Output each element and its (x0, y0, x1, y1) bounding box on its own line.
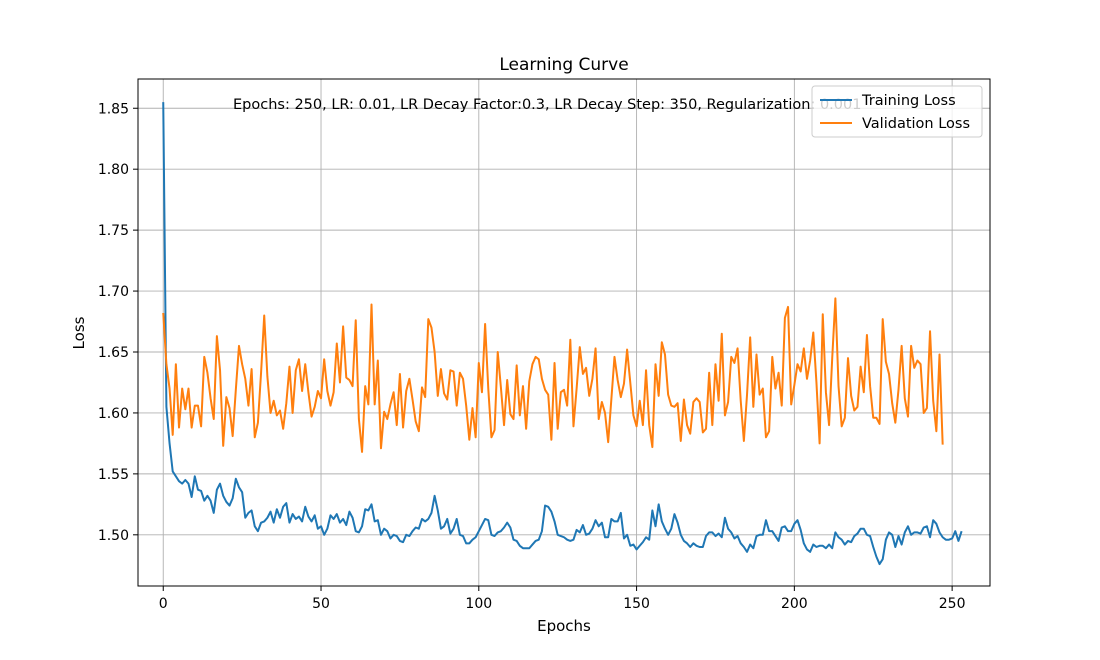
x-axis-label: Epochs (537, 617, 591, 635)
y-tick-label: 1.50 (98, 528, 129, 544)
x-tick-label: 50 (312, 596, 330, 612)
x-tick-label: 0 (159, 596, 168, 612)
x-tick-label: 150 (623, 596, 650, 612)
legend-box (811, 85, 983, 138)
y-tick-label: 1.55 (98, 467, 129, 483)
axis-ticks: 0 50 100 150 200 250 1.50 1.55 1.60 1.65 1.70 1.75 1… (98, 101, 966, 612)
y-tick-label: 1.85 (98, 101, 129, 117)
training-loss-line (162, 102, 963, 566)
plot-frame (137, 78, 991, 587)
y-tick-label: 1.60 (98, 406, 129, 422)
y-axis-label: Loss (70, 316, 88, 349)
y-tick-label: 1.70 (98, 284, 129, 300)
series-lines (162, 102, 963, 566)
x-tick-label: 200 (781, 596, 808, 612)
y-tick-label: 1.80 (98, 162, 129, 178)
legend-label-training-loss: Training Loss (861, 93, 956, 109)
chart-title: Learning Curve (499, 55, 628, 75)
y-tick-label: 1.65 (98, 345, 129, 361)
training-config-annotation: Epochs: 250, LR: 0.01, LR Decay Factor:0… (233, 97, 861, 113)
y-tick-label: 1.75 (98, 223, 129, 239)
x-tick-label: 250 (939, 596, 966, 612)
validation-loss-line (162, 297, 944, 453)
legend: Training Loss Validation Loss (811, 85, 983, 138)
x-tick-label: 100 (465, 596, 492, 612)
legend-label-validation-loss: Validation Loss (862, 116, 970, 132)
